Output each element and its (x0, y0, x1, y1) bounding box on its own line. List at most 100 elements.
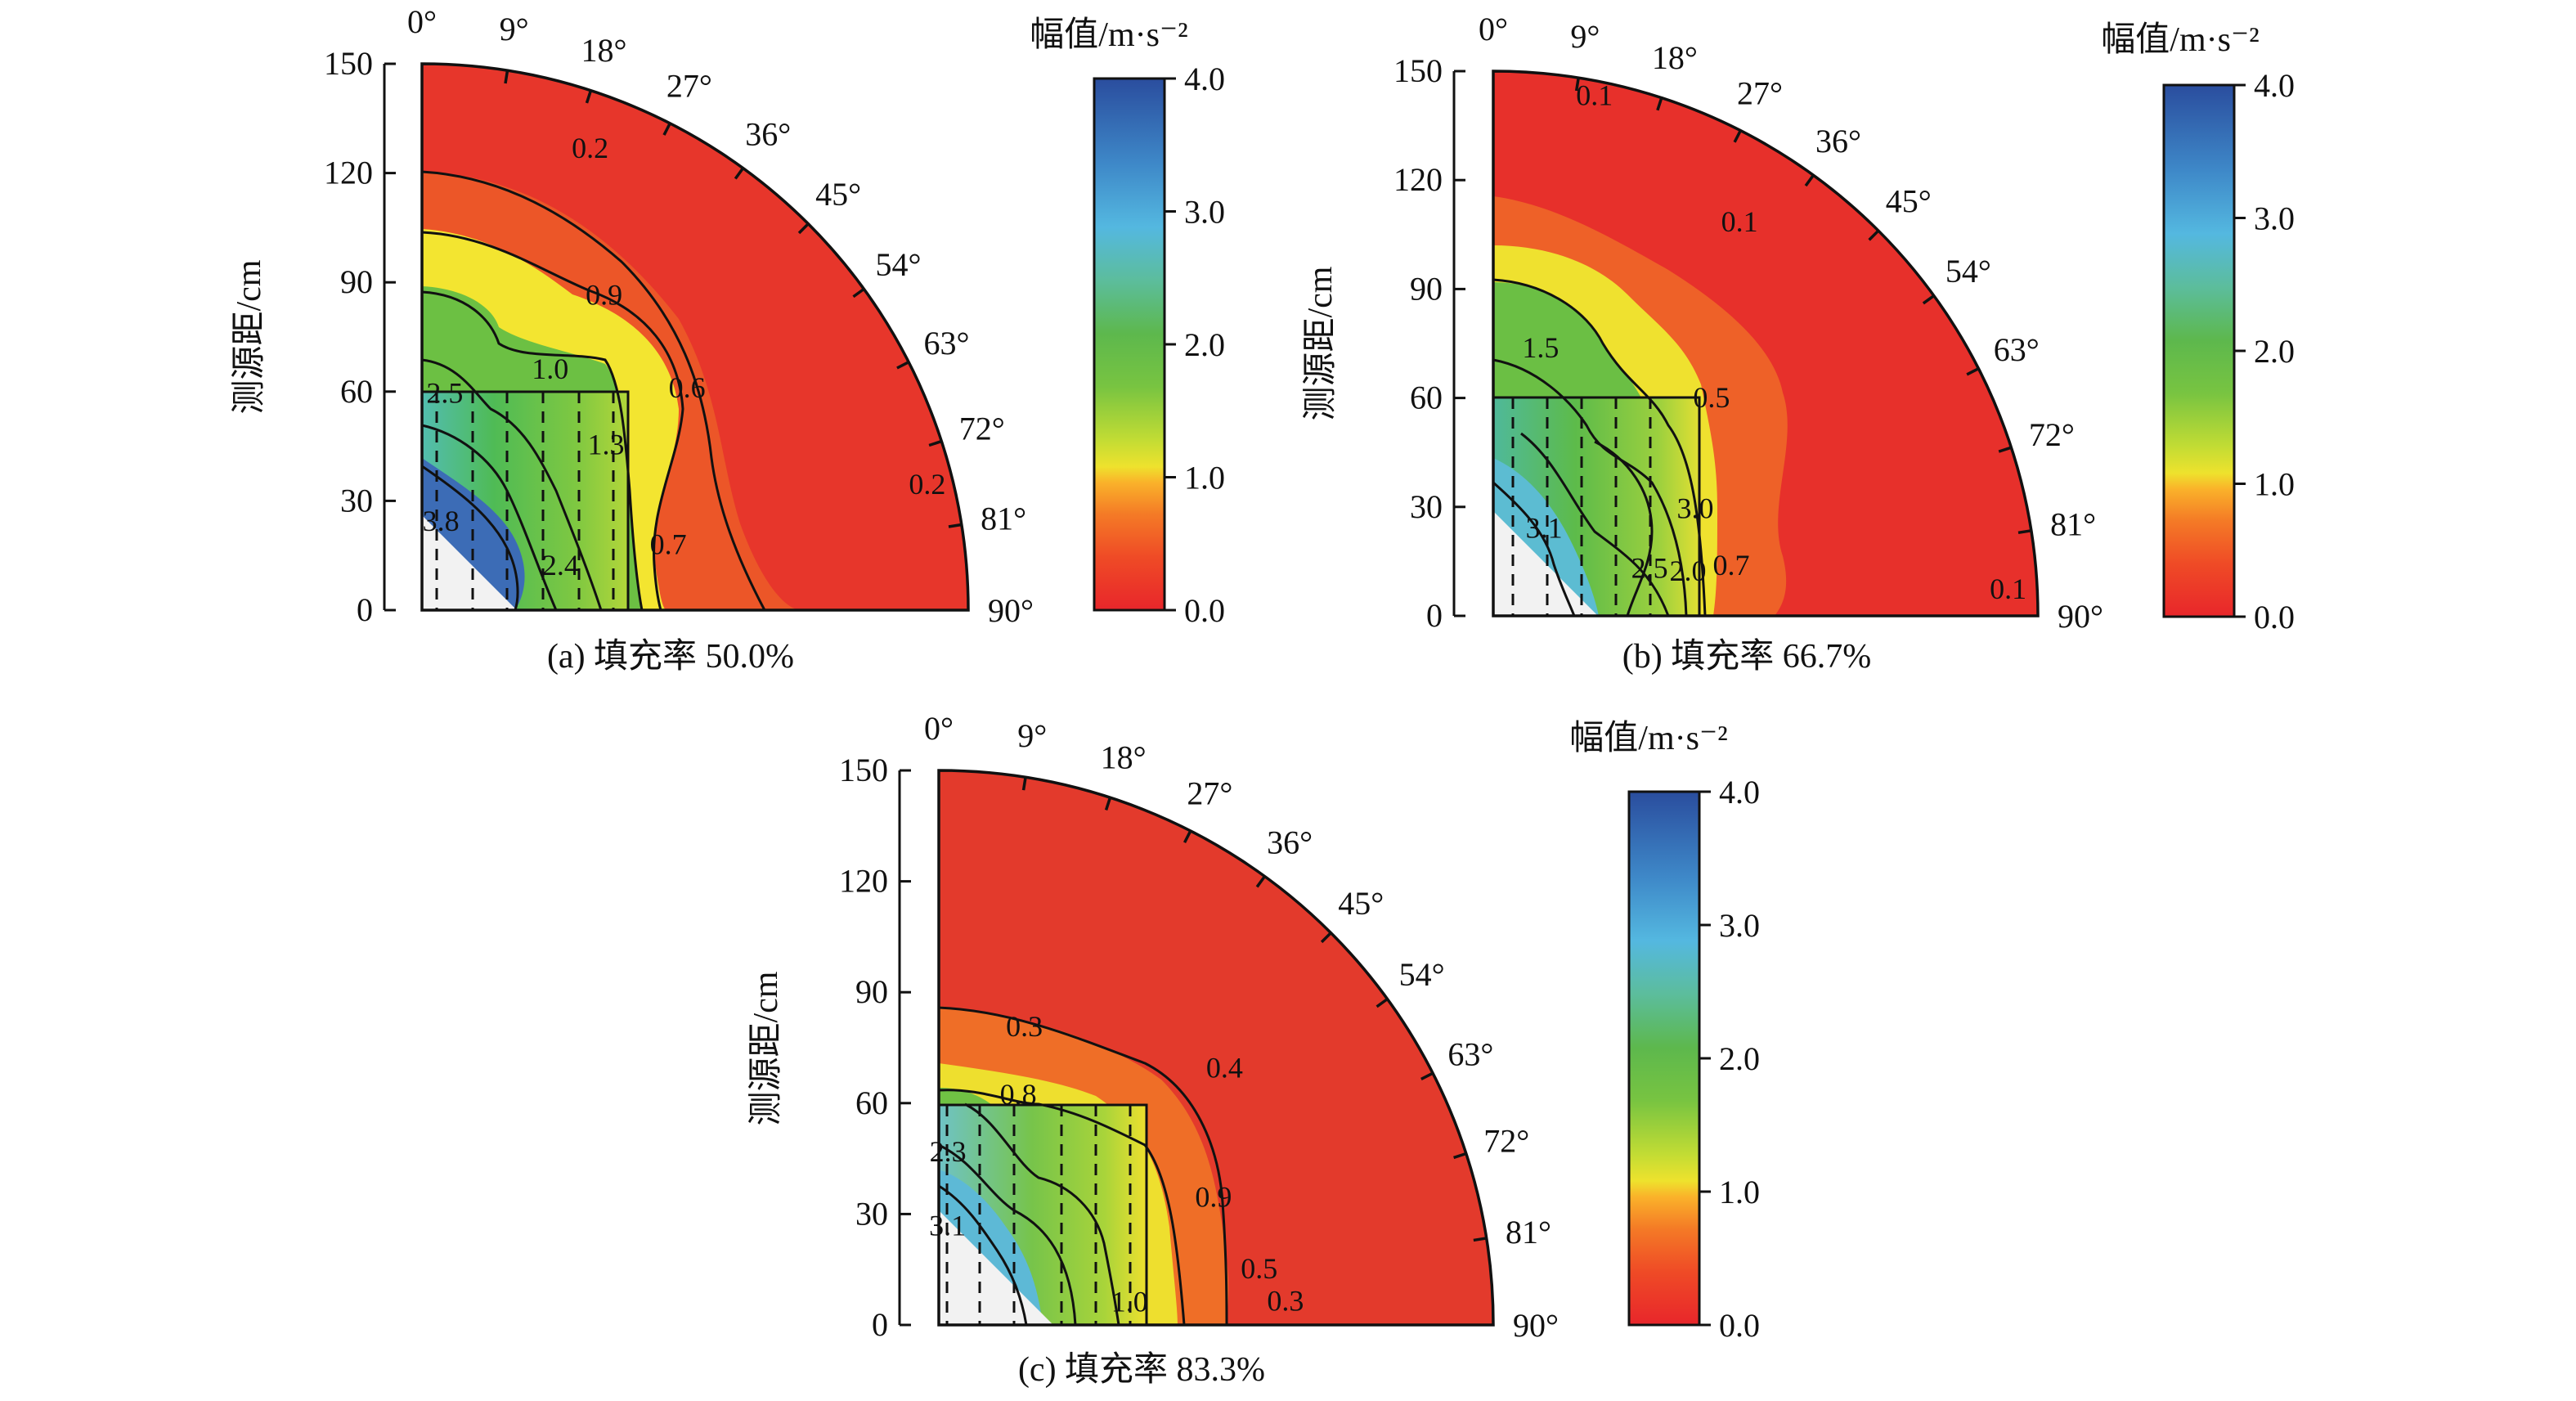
colorbar-tick-label: 2.0 (1184, 326, 1225, 363)
contour-line-3 (964, 1102, 1120, 1326)
panel-a-contour-labels: 0.2 0.9 0.6 1.0 1.3 2.5 3.8 0.7 2.4 0.2 (423, 132, 946, 582)
y-tick-label: 90 (340, 263, 373, 300)
angle-tick-mark (1021, 777, 1027, 791)
angle-label: 0° (924, 710, 954, 747)
angle-label: 9° (1017, 717, 1047, 754)
panel-a-angle-ticks (504, 70, 963, 528)
angle-tick-mark (734, 167, 745, 180)
angle-label: 63° (1447, 1036, 1493, 1073)
y-tick-label: 60 (855, 1084, 888, 1121)
y-tick-label: 120 (839, 863, 888, 900)
angle-label: 27° (1187, 775, 1232, 812)
angle-label: 18° (1652, 39, 1698, 76)
contour-label: 2.5 (1631, 552, 1668, 585)
contour-line-1 (1492, 278, 1707, 617)
y-tick-label: 120 (1393, 161, 1443, 198)
angle-tick-mark (896, 361, 909, 370)
colorbar-tick-label: 2.0 (2254, 333, 2295, 370)
contour-label: 0.5 (1693, 381, 1730, 414)
dashed-columns (945, 1105, 1132, 1325)
angle-label: 18° (1101, 739, 1147, 776)
y-tick-label: 90 (855, 973, 888, 1010)
angle-label: 36° (1815, 123, 1861, 159)
angle-label: 54° (1399, 956, 1445, 993)
colorbar-tick-label: 3.0 (1719, 907, 1760, 944)
angle-tick-mark (852, 287, 865, 299)
panel-b-colorbar: 幅值/m·s⁻² 0.0 1.0 2.0 3.0 4.0 (2101, 21, 2295, 635)
dashed-columns (1511, 397, 1652, 616)
y-tick-label: 60 (1410, 379, 1443, 416)
angle-tick-mark (2017, 529, 2032, 535)
contour-label: 0.8 (1000, 1078, 1037, 1111)
contour-label: 3.8 (423, 505, 460, 537)
panel-c-y-ticks: 0 30 60 90 120 150 (839, 752, 911, 1343)
contour-line-1 (938, 1006, 1228, 1326)
contour-line-6 (421, 465, 519, 611)
y-tick-label: 30 (855, 1195, 888, 1232)
angle-tick-mark (1656, 97, 1663, 111)
panel-b-angle-ticks (1574, 77, 2032, 535)
panel-a-plot: 0.2 0.9 0.6 1.0 1.3 2.5 3.8 0.7 2.4 0.2 0° 9° 18° 27… (407, 3, 1034, 629)
colorbar-tick-label: 4.0 (1184, 61, 1225, 97)
contour-label: 0.3 (1267, 1284, 1304, 1317)
angle-tick-mark (1320, 932, 1332, 944)
contour-label: 1.0 (532, 352, 568, 385)
y-axis-label: 测源距/cm (1302, 266, 1340, 420)
panel-c-colorbar: 幅值/m·s⁻² 0.0 1.0 2.0 3.0 4.0 (1569, 720, 1760, 1344)
colorbar-tick-label: 2.0 (1719, 1040, 1760, 1077)
panel-b: 0.10.11.50.53.03.10.72.5 2.00.1 0° 9°18°27… (1302, 11, 2295, 676)
angle-tick-mark (1453, 1152, 1467, 1160)
angle-label: 27° (1737, 74, 1783, 111)
panel-a: 0.2 0.9 0.6 1.0 1.3 2.5 3.8 0.7 2.4 0.2 0° 9° 18° 27… (231, 3, 1225, 676)
panel-caption: (a) 填充率 50.0% (547, 637, 794, 676)
angle-tick-mark (1804, 174, 1815, 187)
source-wedge (1493, 511, 1598, 616)
angle-label: 45° (1886, 182, 1932, 219)
quarter-arc (1492, 70, 2040, 617)
contour-line-5 (938, 1184, 1028, 1326)
y-tick-label: 150 (324, 45, 373, 82)
angle-tick-mark (1966, 367, 1980, 376)
colorbar-title: 幅值/m·s⁻² (1569, 720, 1727, 757)
contour-label: 0.1 (1990, 573, 2026, 605)
colorbar-scale (2162, 83, 2236, 618)
angle-label: 72° (959, 411, 1005, 447)
colorbar-scale (1093, 77, 1166, 612)
contour-line-4 (421, 358, 603, 611)
angle-label: 54° (875, 246, 921, 283)
panel-a-y-ticks: 0 30 60 90 120 150 (324, 45, 396, 628)
quarter-arc (420, 62, 970, 612)
y-tick-label: 150 (1393, 52, 1443, 89)
contour-label: 0.9 (586, 278, 622, 311)
panel-a-angle-labels: 0° 9° 18° 27° 36° 45° 54° 63° 72° 81° 90° (407, 3, 1034, 629)
angle-tick-mark (1868, 229, 1880, 241)
angle-label: 18° (581, 32, 626, 69)
panel-c-angle-ticks (1021, 777, 1487, 1242)
panel-b-plot: 0.1 0.1 1.5 0.5 3.0 3.1 0.7 2.5 2.0 0.1 0° 9° 18° 27… (1479, 11, 2103, 635)
colorbar-scale (1627, 790, 1701, 1327)
contour-line-1 (421, 170, 766, 611)
contour-label: 1.3 (588, 428, 625, 460)
contour-line-5 (1492, 481, 1576, 617)
angle-tick-mark (1574, 77, 1580, 92)
y-axis-label: 测源距/cm (231, 259, 268, 414)
contour-label: 0.5 (1241, 1252, 1277, 1285)
contour-label: 0.4 (1206, 1051, 1243, 1084)
angle-tick-mark (1104, 797, 1112, 811)
angle-label: 63° (924, 325, 970, 361)
panel-c-plot: 0.3 0.4 0.8 0.9 2.3 3.1 0.5 1.0 0.3 0° 9° 18° 27° 36… (924, 710, 1559, 1344)
colorbar-tick-label: 0.0 (2254, 599, 2295, 635)
contour-label: 0.1 (1576, 79, 1613, 112)
angle-tick-mark (1922, 294, 1935, 305)
y-tick-label: 60 (340, 373, 373, 410)
angle-label: 9° (1570, 18, 1600, 55)
contour-label: 2.0 (1669, 555, 1706, 587)
y-tick-label: 120 (324, 155, 373, 191)
angle-tick-mark (1183, 830, 1192, 843)
y-tick-label: 150 (839, 752, 888, 788)
y-tick-label: 90 (1410, 270, 1443, 307)
colorbar-ticks: 0.0 1.0 2.0 3.0 4.0 (1165, 61, 1225, 629)
contour-label: 3.0 (1676, 492, 1713, 525)
colorbar-tick-label: 0.0 (1719, 1307, 1760, 1344)
angle-label: 81° (1506, 1214, 1551, 1251)
